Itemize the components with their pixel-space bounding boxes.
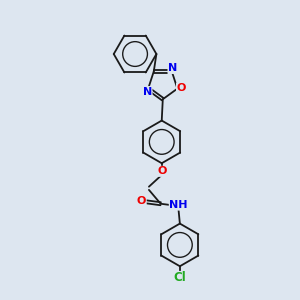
Text: NH: NH	[169, 200, 188, 210]
Text: Cl: Cl	[173, 272, 186, 284]
Text: O: O	[177, 83, 186, 93]
Text: O: O	[157, 166, 166, 176]
Text: O: O	[137, 196, 146, 206]
Text: N: N	[143, 87, 152, 97]
Text: N: N	[168, 64, 177, 74]
